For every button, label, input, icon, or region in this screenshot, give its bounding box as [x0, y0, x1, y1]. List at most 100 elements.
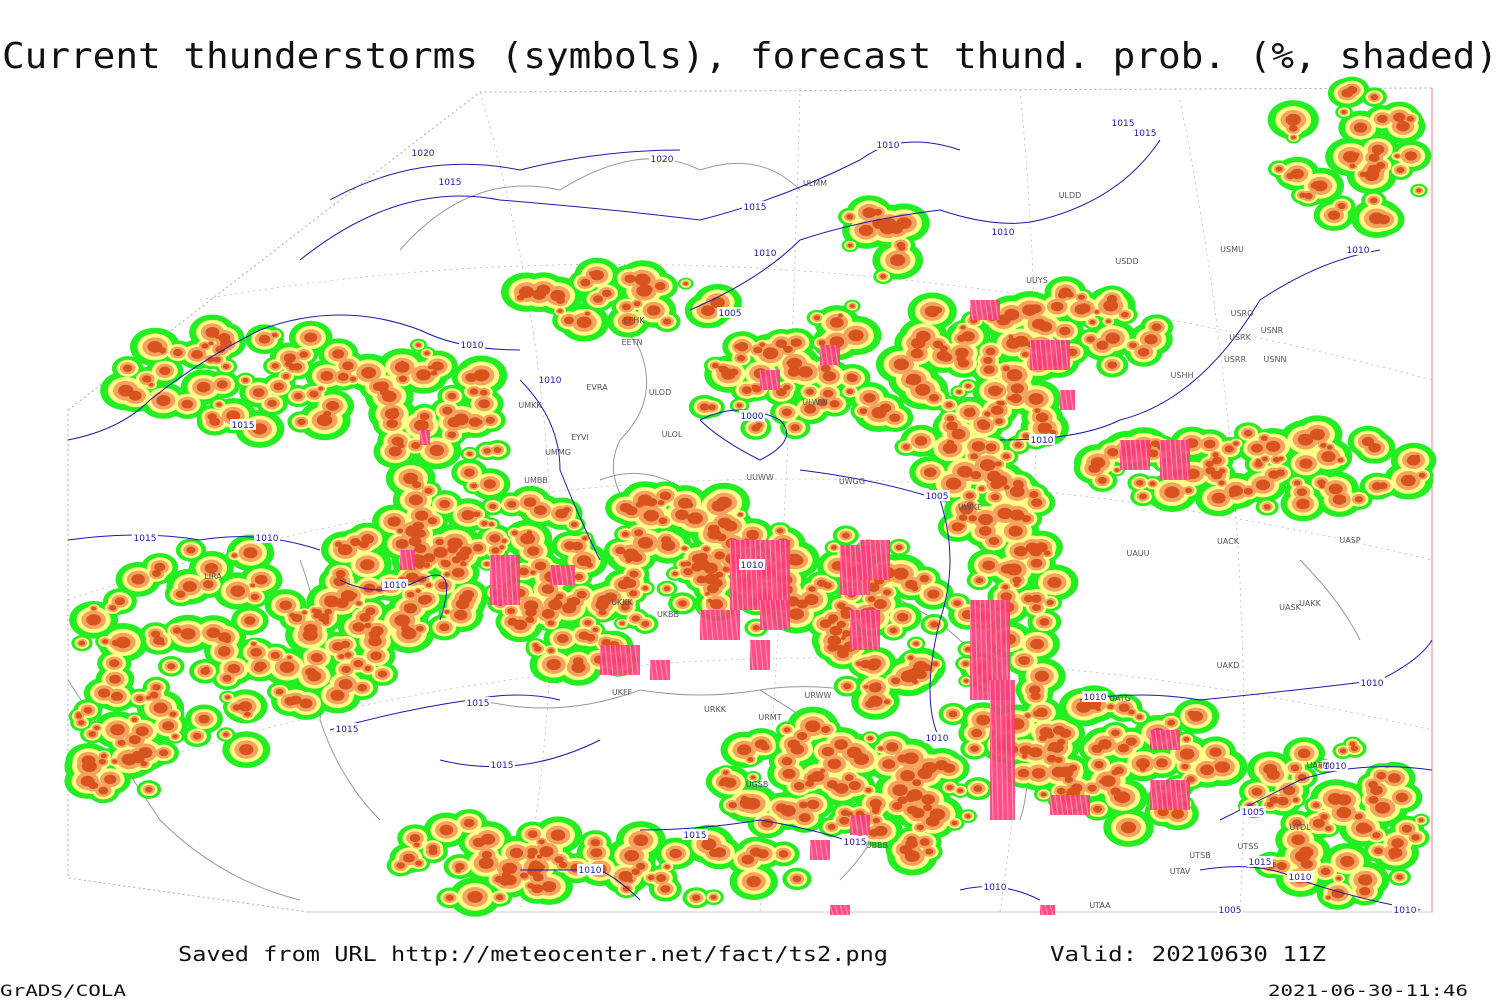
shade-blob [1006, 337, 1021, 349]
shade-blob [340, 640, 351, 649]
shade-blob [904, 752, 915, 761]
shade-blob [242, 378, 249, 383]
shade-blob [1353, 122, 1368, 133]
shade-blob [889, 627, 898, 634]
shade-blob [1021, 754, 1028, 759]
shade-blob [788, 608, 805, 620]
shade-blob [223, 732, 229, 737]
shade-blob [1388, 847, 1403, 859]
shade-blob [710, 894, 717, 900]
shade-blob [499, 877, 511, 886]
shade-blob [481, 850, 492, 859]
shade-blob [302, 610, 307, 615]
shade-blob [945, 477, 962, 490]
shade-blob [775, 803, 788, 813]
shade-blob [951, 428, 966, 440]
shade-blob [1260, 435, 1268, 441]
shade-blob [1021, 515, 1032, 523]
shade-blob [1304, 192, 1313, 200]
shade-blob [964, 646, 972, 652]
shade-blob [820, 364, 831, 373]
shade-blob [1416, 188, 1422, 193]
shade-blob [145, 695, 151, 700]
shade-blob [299, 698, 313, 709]
shade-blob [965, 814, 971, 819]
shade-blob [1014, 442, 1022, 448]
shade-blob [728, 801, 737, 809]
shade-blob [859, 408, 868, 415]
shade-blob [664, 864, 670, 869]
shade-blob [526, 530, 533, 535]
shade-blob [1002, 584, 1009, 590]
shade-blob [527, 830, 538, 839]
shade-blob [1266, 769, 1280, 780]
shade-blob [836, 602, 846, 609]
shade-blob [284, 360, 293, 367]
shade-blob [283, 353, 296, 363]
shade-blob [428, 365, 434, 370]
shade-blob [930, 621, 939, 628]
shade-blob [563, 316, 574, 325]
shade-blob [502, 862, 518, 875]
shade-blob [804, 594, 819, 605]
shade-blob [1310, 182, 1319, 189]
shade-blob [387, 516, 401, 527]
shade-blob [258, 334, 271, 344]
shade-blob [966, 501, 974, 507]
shade-blob [927, 589, 940, 599]
shade-blob [1418, 472, 1426, 478]
shade-blob [1094, 310, 1100, 314]
shade-blob [1215, 761, 1231, 773]
shade-blob [807, 799, 820, 810]
shade-blob [1291, 135, 1296, 140]
shade-blob [683, 567, 693, 576]
shade-blob [1396, 121, 1410, 132]
shade-blob [1269, 796, 1280, 804]
shade-blob [109, 605, 117, 611]
shade-blob [102, 639, 109, 644]
shade-blob [621, 603, 628, 608]
shade-blob [424, 487, 433, 494]
shade-blob [687, 512, 703, 525]
shade-blob [1266, 801, 1274, 808]
shade-blob [925, 848, 934, 855]
shade-blob [804, 404, 817, 414]
shade-blob [701, 838, 717, 851]
shade-blob [593, 295, 604, 303]
shade-blob [842, 629, 851, 637]
shade-blob [1029, 304, 1042, 314]
shade-blob [629, 590, 638, 597]
shade-blob [253, 664, 265, 672]
shade-blob [1327, 792, 1344, 805]
shade-blob [633, 834, 649, 847]
shade-blob [1035, 412, 1049, 423]
shade-blob [635, 501, 644, 508]
shade-blob [1255, 479, 1270, 491]
shade-blob [1368, 153, 1380, 162]
shade-blob [483, 479, 496, 489]
shade-blob [553, 597, 560, 602]
shade-blob [865, 787, 872, 793]
shade-blob [1031, 768, 1046, 779]
shade-blob [1136, 758, 1150, 769]
shade-blob [946, 421, 958, 431]
shade-blob [820, 768, 826, 773]
shade-blob [507, 500, 517, 508]
shade-blob [641, 620, 650, 627]
shade-blob [1282, 785, 1296, 796]
shade-blob [1118, 743, 1130, 753]
shade-blob [338, 654, 345, 659]
shade-blob [882, 759, 896, 770]
shade-blob [1292, 797, 1299, 803]
shade-blob [601, 638, 611, 647]
shade-blob [584, 619, 592, 626]
shade-blob [112, 759, 118, 764]
shade-blob [749, 847, 762, 857]
shade-blob [1103, 300, 1119, 312]
shade-blob [622, 303, 631, 311]
shade-blob [1057, 787, 1065, 794]
shade-blob [431, 361, 444, 371]
shade-blob [699, 403, 710, 411]
shade-blob [316, 414, 333, 427]
